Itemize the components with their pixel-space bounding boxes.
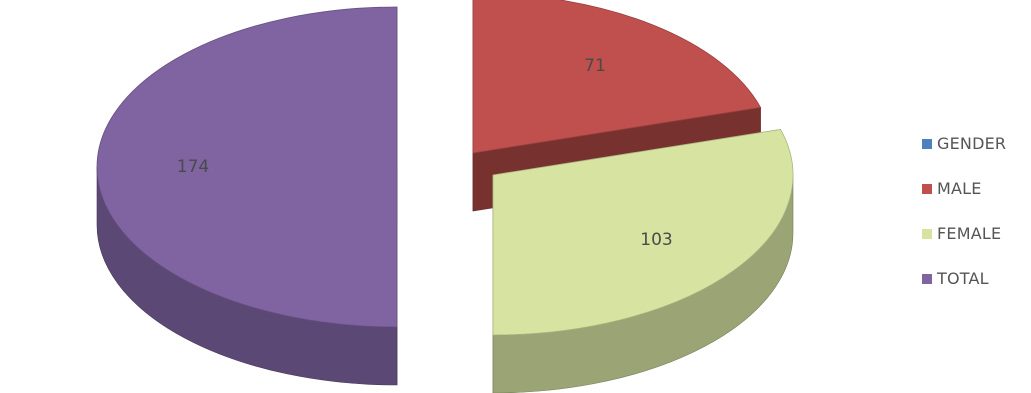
legend-label-total: TOTAL	[937, 269, 989, 288]
legend-item-male: MALE	[922, 177, 1030, 200]
data-label-total: 174	[177, 157, 209, 177]
legend-item-female: FEMALE	[922, 222, 1030, 245]
data-label-female: 103	[640, 230, 672, 250]
legend-swatch-gender	[922, 138, 932, 149]
legend-item-gender: GENDER	[922, 132, 1030, 155]
legend: GENDER MALE FEMALE TOTAL	[922, 132, 1030, 312]
legend-item-total: TOTAL	[922, 267, 1030, 290]
legend-label-gender: GENDER	[937, 134, 1007, 153]
legend-swatch-female	[922, 228, 932, 239]
pie-top-total	[96, 6, 398, 328]
pie-slice-total	[96, 6, 398, 386]
legend-label-female: FEMALE	[937, 224, 1002, 243]
pie-slice-female	[492, 128, 794, 393]
legend-label-male: MALE	[937, 179, 982, 198]
pie-top-male	[472, 0, 762, 154]
legend-swatch-total	[922, 273, 932, 284]
legend-swatch-male	[922, 183, 932, 194]
pie-top-female	[492, 128, 794, 336]
data-label-male: 71	[584, 56, 606, 76]
